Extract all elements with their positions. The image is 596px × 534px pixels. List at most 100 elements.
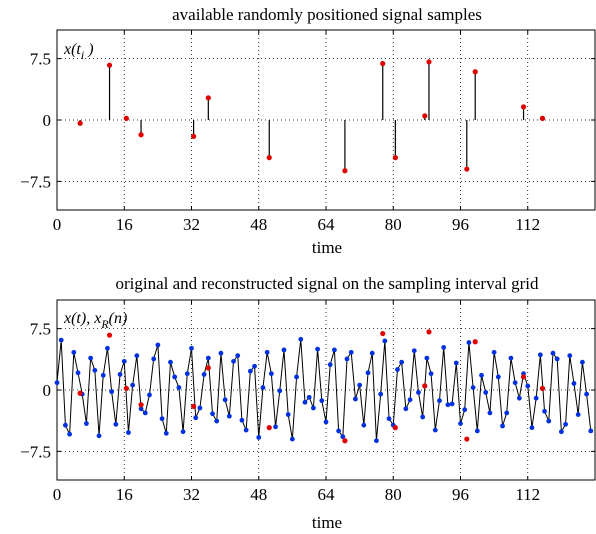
x-tick-label: 0 (53, 215, 62, 234)
sample-point (77, 120, 83, 126)
reconstructed-point (416, 390, 421, 395)
reconstructed-point (231, 358, 236, 364)
x-tick-label: 112 (515, 215, 540, 234)
reconstructed-point (323, 419, 329, 425)
sample-point (191, 133, 197, 139)
reconstructed-point (268, 371, 274, 377)
y-tick-label: 7.5 (30, 50, 51, 69)
reconstructed-point (71, 349, 77, 355)
x-tick-label: 48 (250, 215, 267, 234)
top-y-axis-label: x(ti ) (63, 41, 94, 62)
reconstructed-point (432, 427, 438, 433)
reconstructed-point (500, 423, 505, 429)
sample-point (464, 436, 470, 442)
reconstructed-point (235, 353, 241, 359)
x-tick-label: 96 (452, 485, 469, 504)
x-tick-label: 16 (116, 215, 133, 234)
reconstructed-point (302, 399, 308, 405)
reconstructed-point (306, 394, 312, 400)
reconstructed-point (403, 406, 409, 412)
bottom-x-axis-label: time (312, 513, 342, 532)
reconstructed-point (542, 408, 547, 414)
reconstructed-point (126, 430, 131, 435)
reconstructed-point (252, 363, 257, 369)
reconstructed-point (184, 371, 190, 377)
reconstructed-point (361, 422, 367, 428)
reconstructed-point (197, 405, 203, 411)
x-tick-label: 48 (250, 485, 267, 504)
sample-point (205, 365, 211, 371)
reconstructed-point (151, 356, 157, 362)
sample-point (392, 425, 398, 431)
top-x-axis-label: time (312, 238, 342, 257)
reconstructed-points (54, 336, 594, 444)
sample-point (392, 155, 398, 161)
reconstructed-point (138, 406, 144, 412)
reconstructed-point (243, 427, 249, 433)
x-tick-label: 64 (318, 215, 336, 234)
reconstructed-point (67, 431, 73, 437)
reconstructed-point (336, 428, 342, 434)
bottom-grid (57, 300, 595, 480)
reconstructed-point (298, 336, 304, 342)
reconstructed-point (546, 418, 552, 424)
reconstructed-point (458, 421, 463, 426)
reconstructed-point (399, 359, 405, 365)
reconstructed-point (508, 355, 514, 361)
reconstructed-point (353, 396, 358, 402)
sample-point (539, 115, 546, 121)
reconstructed-point (159, 416, 165, 422)
reconstructed-point (273, 424, 278, 430)
sample-point (426, 329, 432, 335)
reconstructed-point (277, 388, 283, 394)
x-tick-label: 32 (183, 215, 200, 234)
sample-point (426, 59, 432, 65)
reconstructed-point (205, 355, 211, 361)
reconstructed-point (113, 421, 119, 427)
reconstructed-point (214, 418, 220, 424)
sample-point (380, 60, 386, 67)
sample-point (520, 104, 527, 110)
reconstructed-point (281, 347, 287, 353)
reconstructed-point (420, 414, 426, 420)
reconstructed-point (374, 438, 379, 444)
reconstructed-point (462, 407, 468, 413)
reconstructed-point (340, 434, 346, 440)
reconstructed-point (495, 374, 501, 380)
reconstructed-point (54, 380, 60, 386)
bottom-y-ticks: 7.5 0 −7.5 (20, 320, 595, 461)
reconstructed-point (558, 429, 564, 435)
sample-point (123, 115, 129, 121)
reconstructed-point (210, 411, 215, 417)
reconstructed-point (247, 368, 253, 374)
reconstructed-point (411, 348, 417, 354)
x-tick-label: 32 (183, 485, 200, 504)
x-tick-label: 64 (318, 485, 336, 504)
top-y-ticks: 7.5 0 −7.5 (20, 50, 595, 191)
reconstructed-point (487, 410, 493, 416)
sample-point (191, 403, 197, 409)
reconstructed-point (75, 370, 81, 376)
reconstructed-point (584, 391, 589, 397)
reconstructed-point (588, 428, 594, 434)
reconstructed-point (264, 349, 270, 355)
sample-point (205, 95, 211, 101)
reconstructed-point (310, 405, 316, 411)
top-panel: available randomly positioned signal sam… (20, 5, 596, 257)
sample-point (123, 385, 129, 391)
reconstructed-point (537, 352, 543, 358)
reconstructed-point (533, 395, 539, 401)
reconstructed-point (479, 372, 484, 378)
reconstructed-point (315, 346, 320, 352)
reconstructed-point (193, 415, 199, 421)
reconstructed-point (348, 349, 354, 355)
top-x-ticks: 0 16 32 48 64 80 96 112 (53, 30, 540, 234)
reconstructed-point (529, 425, 535, 431)
top-sample-points (77, 59, 546, 174)
reconstructed-point (100, 372, 106, 378)
sample-point (266, 425, 272, 431)
sample-point (464, 166, 470, 172)
reconstructed-point (470, 385, 476, 390)
x-tick-label: 0 (53, 485, 62, 504)
reconstructed-point (109, 389, 115, 395)
